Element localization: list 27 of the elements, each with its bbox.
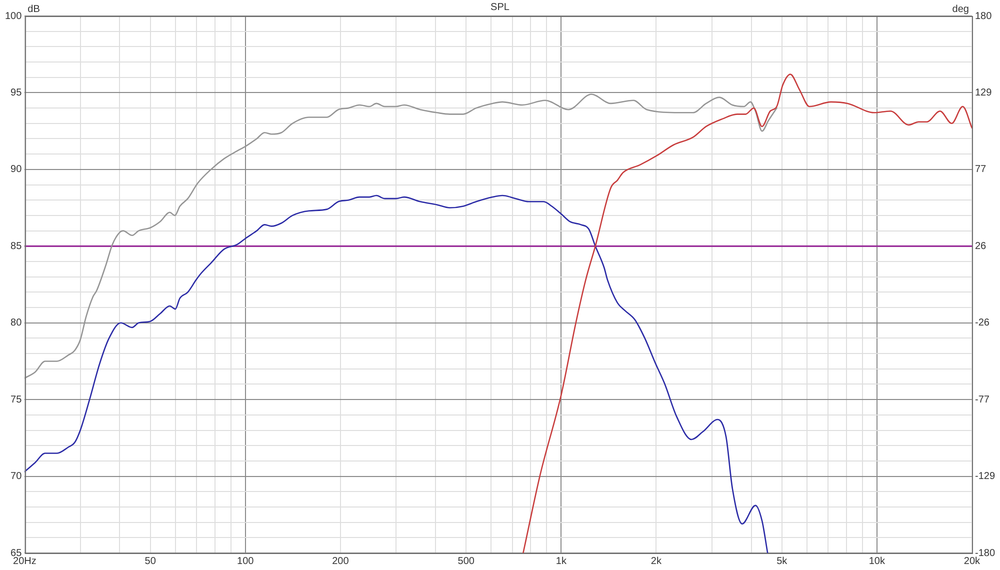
y2-tick-label: -26 (974, 318, 990, 329)
x-tick-label: 10k (868, 556, 886, 567)
y-tick-label: 75 (10, 394, 22, 406)
y2-tick-label: -129 (974, 471, 996, 482)
y2-tick-label: 26 (974, 240, 987, 252)
y-tick-label: 100 (4, 10, 22, 22)
y-tick-label: 90 (10, 164, 22, 176)
y2-tick-label: 180 (974, 10, 992, 22)
y2-tick-label: 77 (974, 164, 987, 176)
y-tick-label: 95 (10, 87, 22, 98)
y-axis-title: dB (28, 4, 40, 15)
x-tick-label: 2k (650, 556, 662, 567)
x-tick-label: 20Hz (13, 556, 36, 567)
y-tick-label: 80 (10, 318, 22, 329)
y2-axis-title: deg (952, 4, 969, 15)
x-tick-label: 50 (144, 556, 156, 567)
x-tick-label: 200 (332, 556, 350, 567)
y-tick-label: 85 (10, 240, 22, 252)
y2-tick-label: -77 (974, 394, 990, 406)
x-tick-label: 5k (776, 556, 788, 567)
y-tick-label: 70 (10, 471, 22, 482)
chart-title: SPL (490, 2, 510, 13)
x-tick-label: 100 (237, 556, 254, 567)
x-tick-label: 500 (458, 556, 475, 567)
y2-tick-label: 129 (974, 87, 992, 98)
x-tick-label: 1k (556, 556, 568, 567)
x-tick-label: 20k (964, 556, 982, 567)
